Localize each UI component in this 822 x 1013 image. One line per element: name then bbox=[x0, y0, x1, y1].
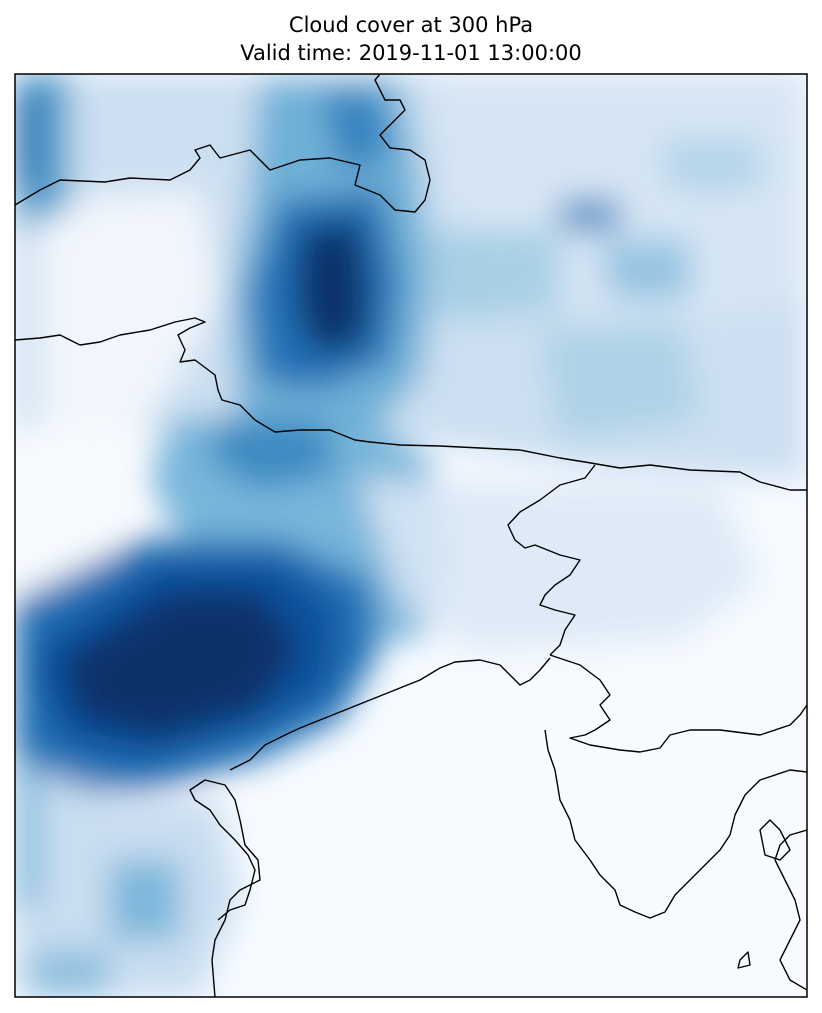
border-southeast bbox=[549, 654, 807, 753]
coastline-gulf bbox=[229, 657, 551, 771]
cloud-cover-field bbox=[15, 74, 807, 997]
map-title: Cloud cover at 300 hPa bbox=[288, 13, 534, 37]
island-small bbox=[737, 951, 751, 969]
border-south bbox=[507, 464, 596, 656]
island-cres bbox=[759, 819, 791, 861]
coastline-lagoon bbox=[189, 779, 261, 997]
border-middle bbox=[15, 317, 807, 491]
coastline-peninsula bbox=[544, 729, 807, 919]
coastline-islands bbox=[774, 829, 807, 991]
coastlines bbox=[15, 74, 807, 997]
map-subtitle: Valid time: 2019-11-01 13:00:00 bbox=[240, 41, 582, 65]
border-north bbox=[15, 74, 431, 213]
map-area bbox=[15, 74, 807, 997]
map-frame bbox=[14, 73, 808, 998]
